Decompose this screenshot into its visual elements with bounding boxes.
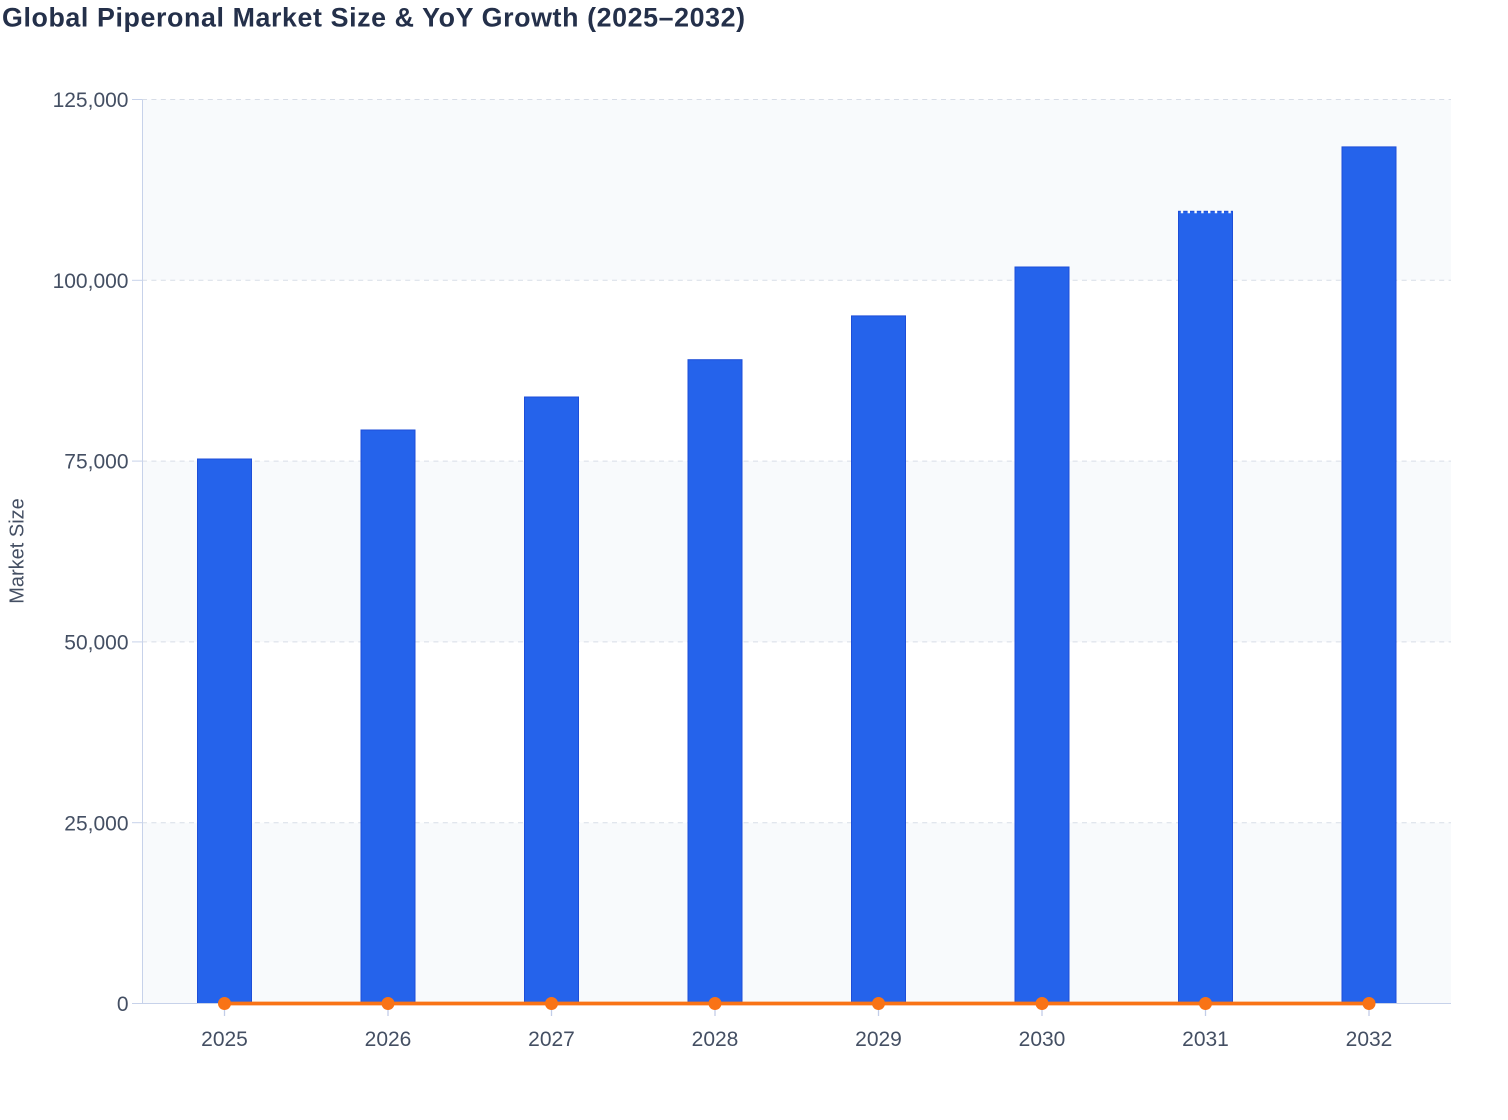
svg-text:0: 0 — [117, 993, 129, 1016]
svg-text:2029: 2029 — [855, 1028, 902, 1051]
svg-text:2026: 2026 — [365, 1028, 412, 1051]
svg-text:2027: 2027 — [528, 1028, 575, 1051]
svg-text:2032: 2032 — [1346, 1028, 1393, 1051]
svg-text:75,000: 75,000 — [64, 451, 128, 474]
svg-text:2028: 2028 — [692, 1028, 739, 1051]
svg-text:2025: 2025 — [201, 1028, 248, 1051]
svg-text:100,000: 100,000 — [53, 270, 129, 293]
svg-text:50,000: 50,000 — [64, 632, 128, 655]
svg-text:125,000: 125,000 — [53, 89, 129, 112]
svg-text:2030: 2030 — [1019, 1028, 1066, 1051]
svg-text:Global Piperonal Market Size &: Global Piperonal Market Size & YoY Growt… — [2, 2, 746, 32]
svg-text:2031: 2031 — [1182, 1028, 1229, 1051]
svg-text:Market Size: Market Size — [7, 498, 29, 604]
svg-text:25,000: 25,000 — [64, 812, 128, 835]
